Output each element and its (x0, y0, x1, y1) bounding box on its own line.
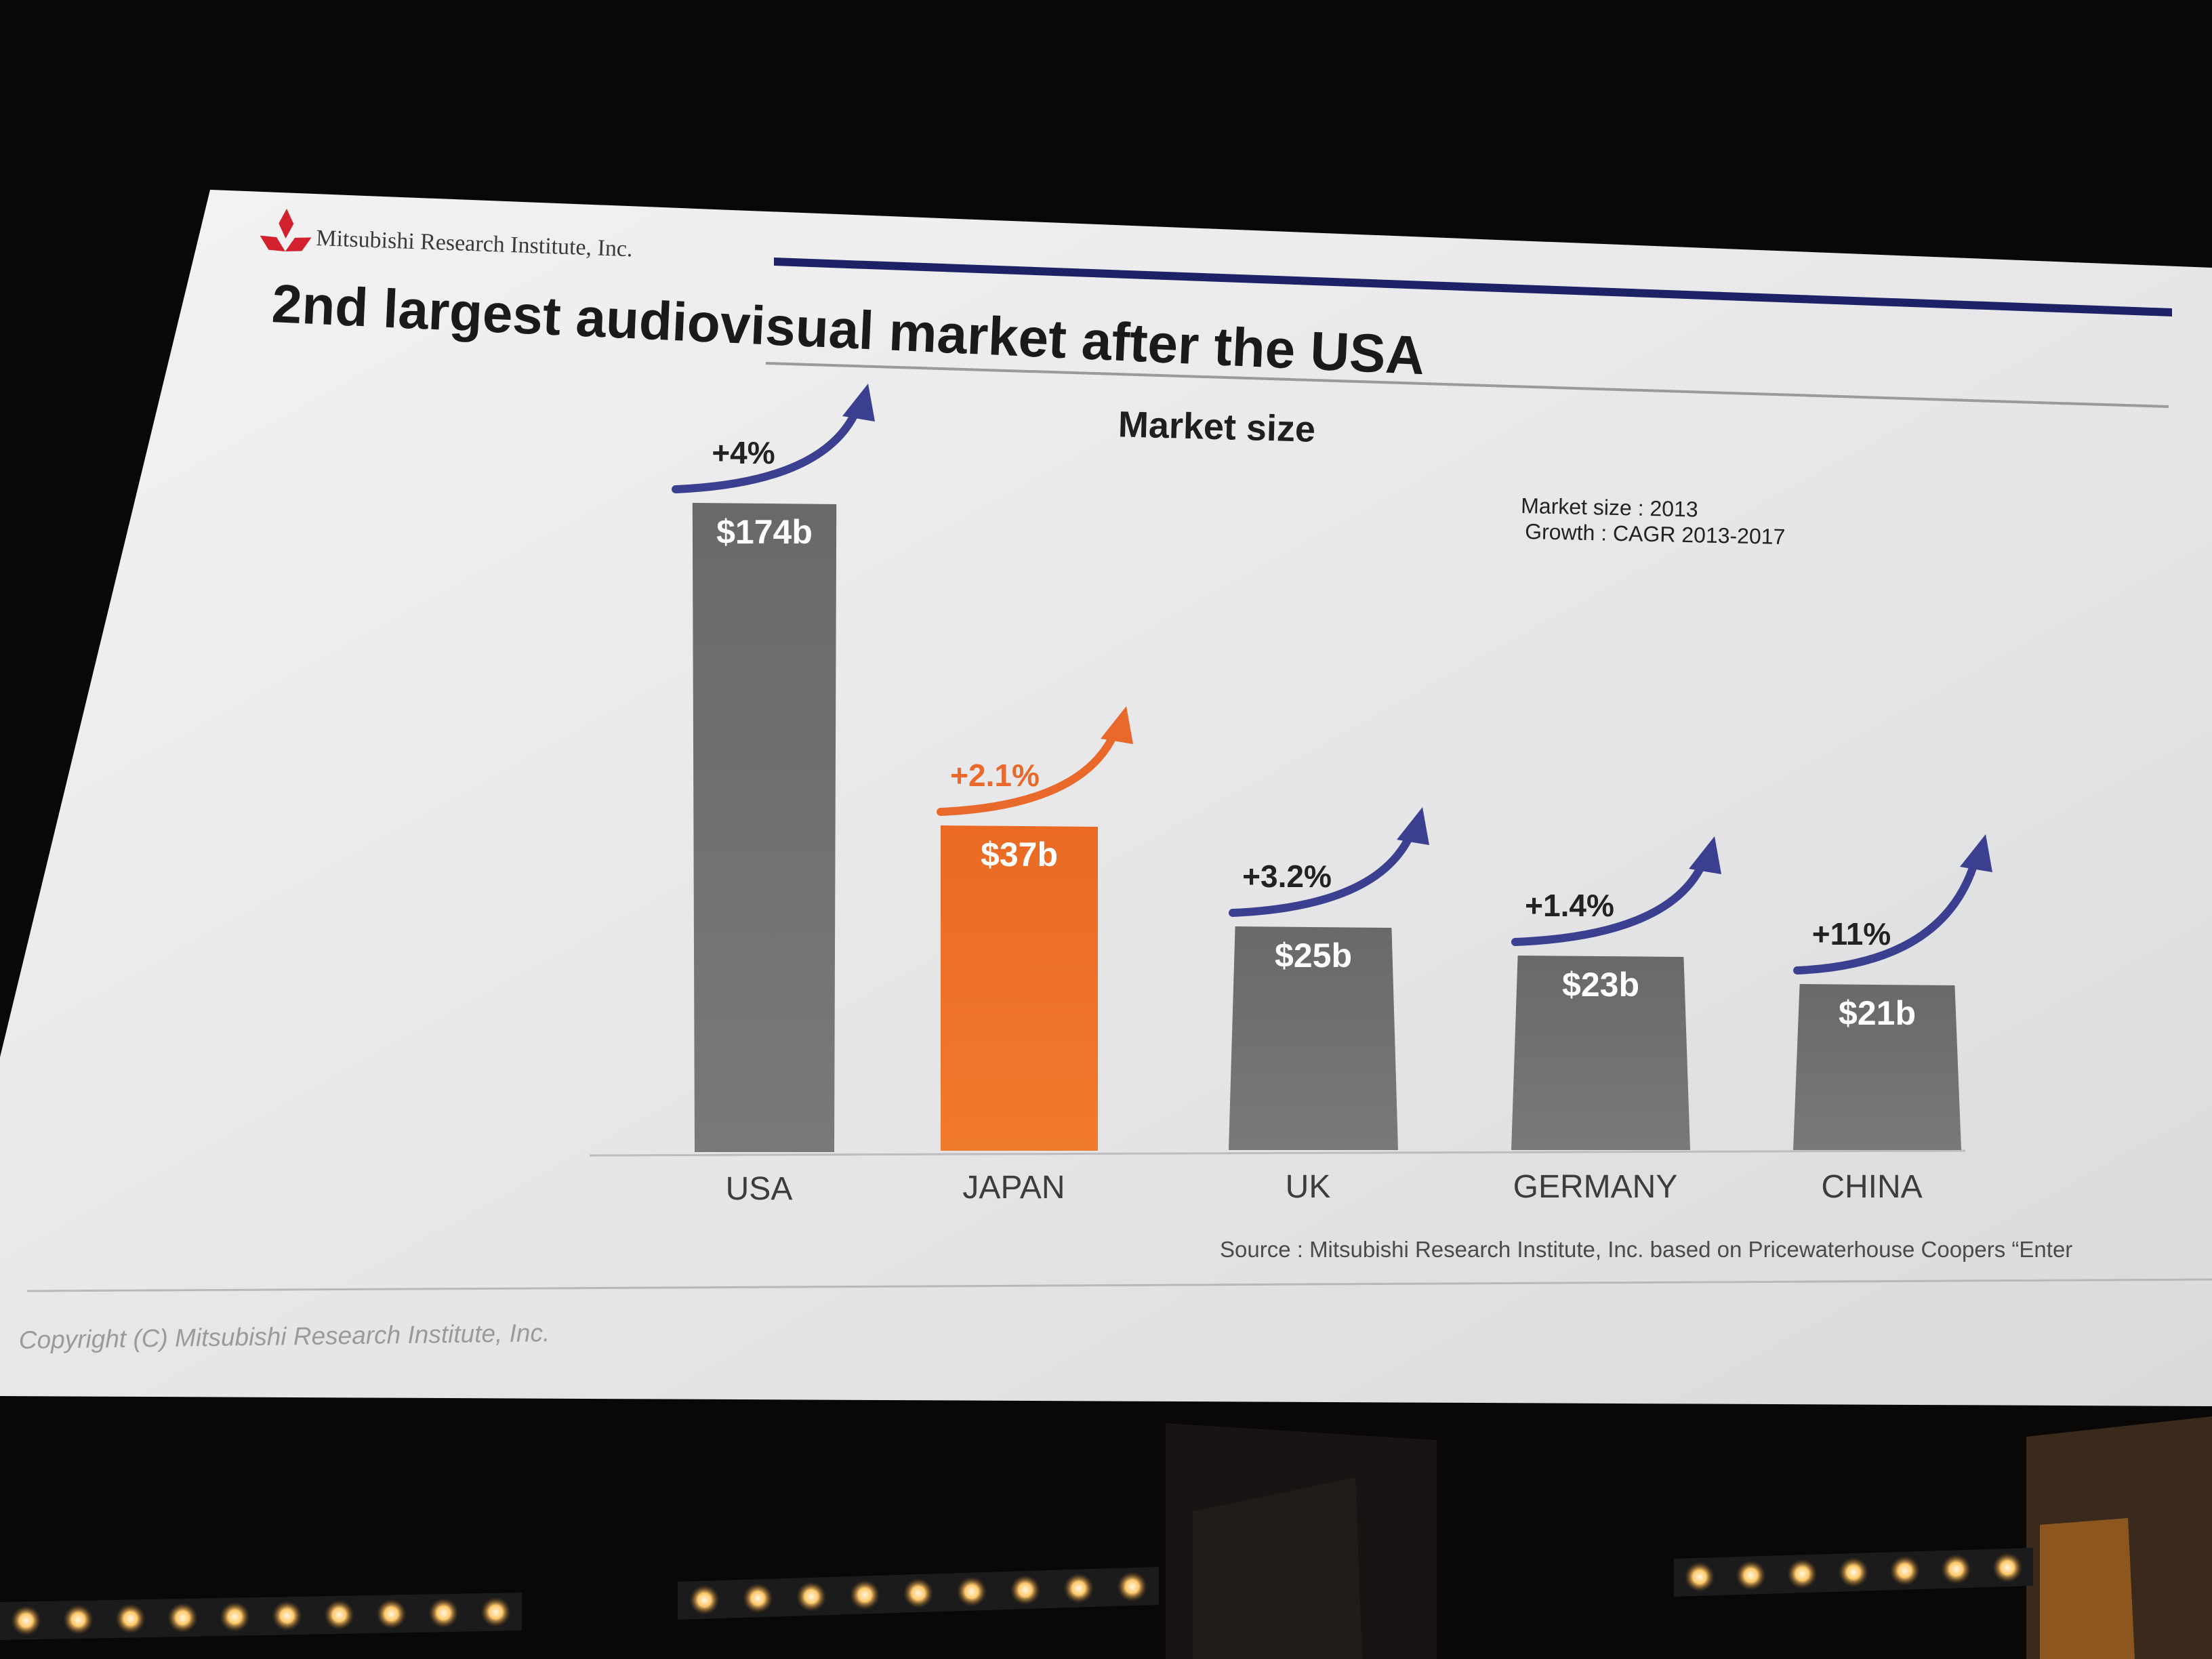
stage-lamp (1684, 1561, 1715, 1592)
curved-arrow-up-icon (1689, 836, 1721, 874)
category-label-china: CHINA (1821, 1169, 1922, 1205)
stage-lamp (956, 1576, 987, 1607)
growth-arrow-usa (672, 397, 864, 493)
stage-lamp (428, 1598, 459, 1629)
stage-lamp (1787, 1559, 1818, 1589)
curved-arrow-up-icon (1101, 706, 1133, 744)
growth-label-china: +11% (1812, 916, 1891, 951)
stage-lamp (796, 1581, 827, 1612)
growth-arrow-japan (937, 720, 1122, 816)
category-label-uk: UK (1286, 1169, 1331, 1205)
stage-light-spill (2040, 1518, 2135, 1659)
value-label-japan: $37b (981, 836, 1058, 874)
value-label-usa: $174b (716, 513, 813, 551)
curved-arrow-up-icon (842, 384, 875, 422)
stage-lamp (376, 1599, 407, 1629)
title-underline (765, 362, 2169, 408)
bar-usa (692, 503, 837, 1152)
stage-lamp (743, 1583, 773, 1614)
stage-lamp (115, 1603, 146, 1634)
stage-lamp (1010, 1575, 1040, 1605)
stage-panel-right (1193, 1477, 1362, 1659)
note-market-size: Market size : 2013 (1521, 493, 1698, 521)
stage-lamp (1839, 1557, 1868, 1587)
source-note: Source : Mitsubishi Research Institute, … (1220, 1237, 2072, 1262)
category-label-germany: GERMANY (1513, 1169, 1678, 1205)
growth-label-japan: +2.1% (950, 758, 1040, 793)
note-growth: Growth : CAGR 2013-2017 (1525, 519, 1786, 549)
growth-label-germany: +1.4% (1525, 888, 1614, 923)
stage-lamp (850, 1580, 880, 1610)
stage-lamp (1941, 1554, 1971, 1584)
curved-arrow-up-icon (1397, 807, 1429, 845)
footer-rule (26, 1278, 2212, 1292)
three-diamond-logo-icon (260, 209, 312, 251)
stage-lamp (1736, 1560, 1766, 1591)
bar-japan (941, 825, 1098, 1151)
stage-lamp (689, 1584, 720, 1615)
chart-title: Market size (1118, 404, 1316, 450)
stage-lamp (903, 1578, 933, 1608)
stage-lamp (1992, 1553, 2023, 1583)
bar-china (1793, 984, 1961, 1150)
projection-screen (0, 190, 2212, 1406)
stage-lamp (480, 1597, 511, 1627)
chart-baseline (589, 1149, 1966, 1157)
value-label-china: $21b (1839, 994, 1916, 1032)
stage-lamp (272, 1601, 302, 1631)
value-label-uk: $25b (1275, 937, 1352, 975)
growth-arrow-china (1793, 848, 1982, 975)
stage-lamp (1117, 1572, 1147, 1602)
growth-arrow-uk (1229, 821, 1418, 917)
category-label-usa: USA (726, 1171, 793, 1207)
curved-arrow-up-icon (1960, 834, 1992, 872)
growth-label-usa: +4% (712, 435, 775, 470)
stage-light-bars (0, 1548, 2033, 1640)
bar-germany (1511, 956, 1690, 1150)
growth-arrow-germany (1511, 850, 1711, 946)
growth-label-uk: +3.2% (1242, 859, 1332, 894)
stage-lamp (11, 1605, 41, 1636)
stage-lamp (167, 1603, 198, 1633)
bar-chart: $174b USA +4% $37b JAPAN +2.1% $25b UK +3.2% $23b… (672, 384, 1992, 1207)
stage-lamp (1889, 1555, 1920, 1586)
category-label-japan: JAPAN (962, 1170, 1065, 1206)
header-rule (774, 258, 2172, 316)
stage-lamp (220, 1601, 250, 1632)
stage-lamp (1063, 1573, 1094, 1603)
value-label-germany: $23b (1562, 966, 1639, 1004)
stage-lamp (324, 1599, 354, 1630)
bar-uk (1229, 926, 1398, 1150)
stage-lamp (63, 1604, 94, 1635)
